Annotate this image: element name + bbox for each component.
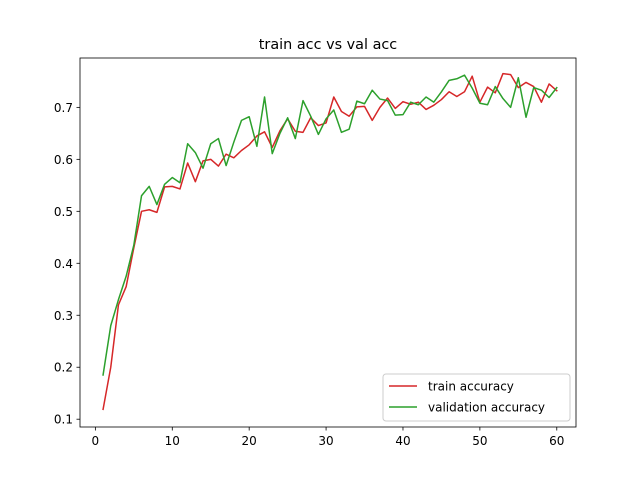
- chart-title: train acc vs val acc: [259, 37, 398, 53]
- axes-frame: [79, 57, 577, 428]
- y-tick-label-4: 0.5: [54, 205, 73, 219]
- x-tick-label-5: 50: [472, 434, 487, 448]
- x-tick-label-3: 30: [318, 434, 333, 448]
- legend-label-0: train accuracy: [428, 380, 514, 394]
- x-tick-label-2: 20: [242, 434, 257, 448]
- x-tick-label-0: 0: [92, 434, 100, 448]
- legend-entries: train accuracy validation accuracy: [389, 380, 545, 415]
- y-tick-label-5: 0.6: [54, 153, 73, 167]
- y-tick-label-2: 0.3: [54, 309, 73, 323]
- y-tick-label-1: 0.2: [54, 361, 73, 375]
- y-tick-label-6: 0.7: [54, 101, 73, 115]
- legend-box: [382, 373, 571, 422]
- y-tick-label-3: 0.4: [54, 257, 73, 271]
- series-line-0: [102, 72, 558, 411]
- x-tick-label-6: 60: [549, 434, 564, 448]
- axes-ticks: 0 10 20 30 40 50 60 0.1 0.2 0.3 0.4 0.5 0.6 0.7: [54, 101, 565, 448]
- legend: train accuracy validation accuracy: [382, 373, 571, 422]
- x-tick-label-4: 40: [395, 434, 410, 448]
- y-tick-label-0: 0.1: [54, 413, 73, 427]
- x-tick-label-1: 10: [165, 434, 180, 448]
- legend-label-1: validation accuracy: [428, 401, 545, 415]
- plot-lines: [102, 72, 558, 411]
- series-line-1: [102, 74, 558, 376]
